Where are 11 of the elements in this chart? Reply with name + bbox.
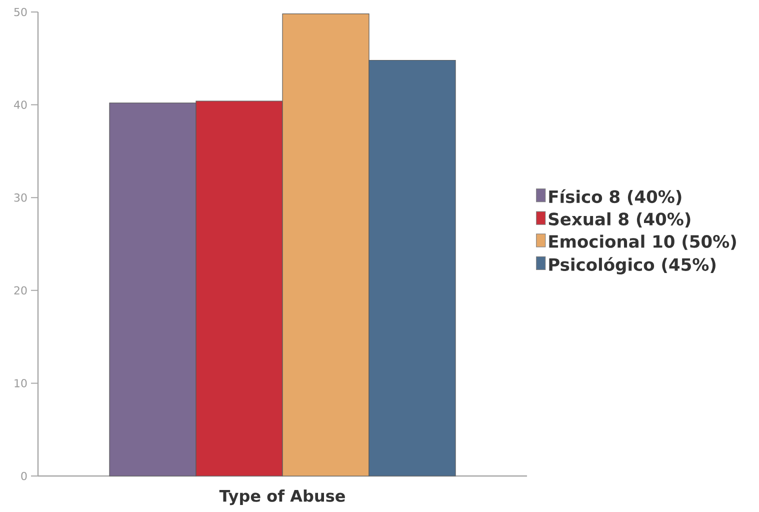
legend-label: Físico 8 (40%) — [549, 189, 682, 206]
y-tick-label: 50 — [14, 8, 27, 16]
y-tick-label: 10 — [14, 379, 27, 388]
legend-label: Sexual 8 (40%) — [548, 212, 690, 228]
legend-label: Psicológico (45%) — [549, 257, 716, 274]
legend-label: Emocional 10 (50%) — [549, 234, 736, 250]
y-tick-label: 0 — [21, 472, 27, 480]
y-tick-label: 30 — [14, 193, 27, 202]
x-axis-title: Type of Abuse — [219, 490, 345, 506]
y-tick-label: 40 — [14, 100, 27, 109]
y-tick-label: 20 — [14, 286, 27, 295]
